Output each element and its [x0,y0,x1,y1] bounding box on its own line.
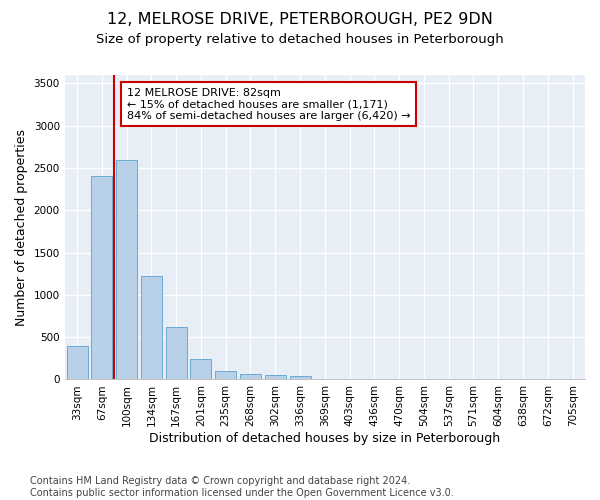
Text: Size of property relative to detached houses in Peterborough: Size of property relative to detached ho… [96,32,504,46]
Y-axis label: Number of detached properties: Number of detached properties [15,128,28,326]
Bar [116,160,137,380]
Bar [240,374,261,380]
Bar [190,359,211,380]
Bar [290,376,311,380]
Bar [215,371,236,380]
Bar [166,327,187,380]
Bar [265,375,286,380]
Bar [91,176,112,380]
Bar [67,346,88,380]
Text: Contains HM Land Registry data © Crown copyright and database right 2024.
Contai: Contains HM Land Registry data © Crown c… [30,476,454,498]
X-axis label: Distribution of detached houses by size in Peterborough: Distribution of detached houses by size … [149,432,500,445]
Text: 12 MELROSE DRIVE: 82sqm
← 15% of detached houses are smaller (1,171)
84% of semi: 12 MELROSE DRIVE: 82sqm ← 15% of detache… [127,88,410,121]
Bar [141,276,162,380]
Text: 12, MELROSE DRIVE, PETERBOROUGH, PE2 9DN: 12, MELROSE DRIVE, PETERBOROUGH, PE2 9DN [107,12,493,28]
